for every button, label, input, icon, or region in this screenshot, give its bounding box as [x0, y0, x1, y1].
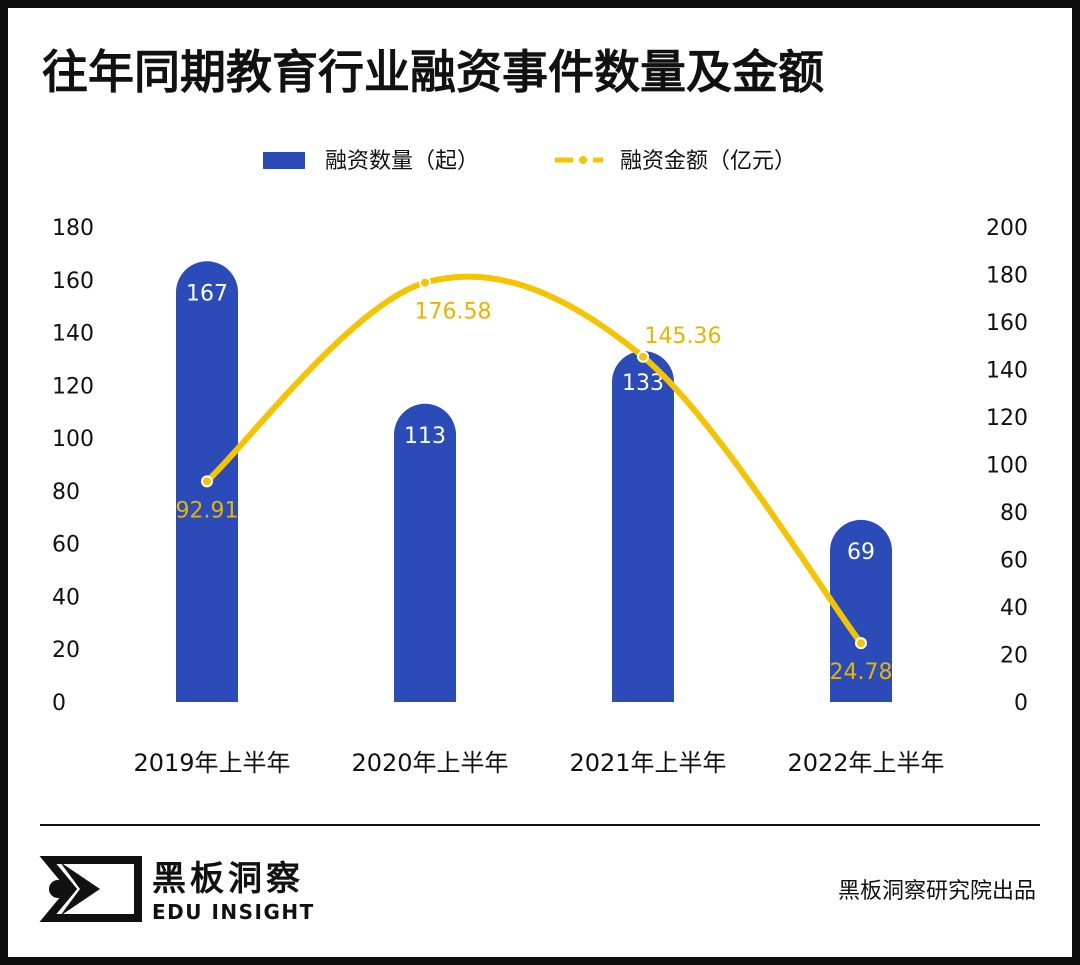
left-axis-tick: 160 — [52, 269, 94, 294]
bar — [830, 519, 892, 702]
x-axis-label: 2019年上半年 — [133, 749, 290, 777]
right-axis-tick: 40 — [1000, 596, 1028, 621]
left-axis-tick: 80 — [52, 480, 80, 505]
right-axis-tick: 200 — [986, 216, 1028, 241]
line-value-label: 145.36 — [645, 324, 722, 349]
line-point — [855, 637, 867, 650]
legend-bar-label: 融资数量（起） — [325, 149, 479, 174]
left-axis-tick: 180 — [52, 216, 94, 241]
right-axis-tick: 20 — [1000, 644, 1028, 669]
right-axis-tick: 140 — [986, 359, 1028, 384]
amount-line — [204, 273, 864, 647]
left-axis-tick: 60 — [52, 533, 80, 558]
x-axis-label: 2022年上半年 — [787, 749, 944, 777]
x-axis-label: 2021年上半年 — [569, 749, 726, 777]
chart-title: 往年同期教育行业融资事件数量及金额 — [42, 45, 824, 99]
left-axis-tick: 0 — [52, 691, 66, 716]
right-axis-tick: 120 — [986, 406, 1028, 431]
source-credit: 黑板洞察研究院出品 — [838, 879, 1036, 904]
right-axis-tick: 60 — [1000, 549, 1028, 574]
bar-value-label: 133 — [622, 371, 664, 396]
x-axis-label: 2020年上半年 — [351, 749, 508, 777]
x-axis: 2019年上半年 2020年上半年 2021年上半年 2022年上半年 — [133, 749, 944, 777]
line-series: 92.91 176.58 145.36 24.78 — [176, 273, 893, 685]
bar-value-label: 167 — [186, 281, 228, 306]
left-axis-tick: 40 — [52, 585, 80, 610]
line-value-label: 24.78 — [830, 660, 893, 685]
left-axis: 0 20 40 60 80 100 120 140 160 180 — [52, 216, 94, 716]
legend: 融资数量（起） 融资金额（亿元） — [263, 149, 796, 174]
line-point — [419, 276, 431, 289]
bar — [612, 351, 674, 702]
right-axis-tick: 160 — [986, 311, 1028, 336]
left-axis-tick: 120 — [52, 374, 94, 399]
line-value-label: 176.58 — [415, 300, 492, 325]
line-point — [637, 350, 649, 363]
bar-series: 167 113 133 69 — [176, 261, 892, 702]
logo-eye-icon — [39, 856, 142, 922]
line-value-label: 92.91 — [176, 498, 239, 523]
logo: 黑板洞察 EDU INSIGHT — [39, 856, 315, 924]
bar — [394, 403, 456, 702]
left-axis-tick: 20 — [52, 638, 80, 663]
bar-value-label: 113 — [404, 424, 446, 449]
right-axis-tick: 0 — [1014, 691, 1028, 716]
logo-chinese-name: 黑板洞察 — [152, 859, 304, 899]
left-axis-tick: 100 — [52, 427, 94, 452]
right-axis-tick: 100 — [986, 454, 1028, 479]
right-axis: 0 20 40 60 80 100 120 140 160 180 200 — [986, 216, 1028, 716]
line-point — [201, 475, 213, 488]
right-axis-tick: 180 — [986, 264, 1028, 289]
logo-english-name: EDU INSIGHT — [152, 900, 315, 924]
legend-bar-swatch — [263, 152, 305, 169]
legend-line-label: 融资金额（亿元） — [620, 149, 796, 174]
legend-line-swatch — [555, 156, 603, 164]
right-axis-tick: 80 — [1000, 501, 1028, 526]
bar-value-label: 69 — [847, 540, 875, 565]
left-axis-tick: 140 — [52, 322, 94, 347]
